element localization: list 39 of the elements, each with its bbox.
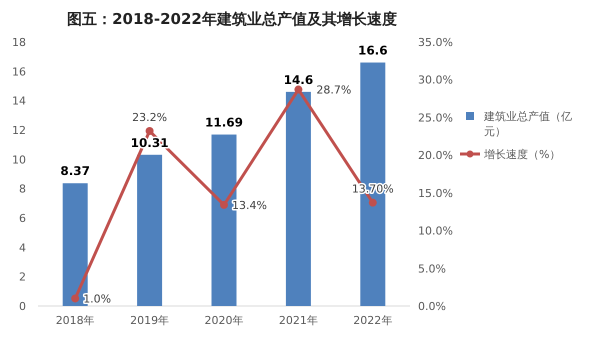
y2-tick-label: 30.0% xyxy=(418,74,453,87)
bar xyxy=(137,154,162,306)
y2-tick-label: 0.0% xyxy=(418,300,446,313)
data-label: 28.7% xyxy=(316,84,352,97)
y-tick-label: 0 xyxy=(19,300,26,313)
point xyxy=(71,294,80,302)
y2-tick-label: 10.0% xyxy=(418,224,453,238)
y-tick-label: 12 xyxy=(12,124,26,137)
x-tick-label: 2018年 xyxy=(56,314,95,327)
y2-tick-label: 20.0% xyxy=(418,149,453,162)
y2-tick-label: 35.0% xyxy=(418,36,453,49)
y-tick-label: 8 xyxy=(19,182,26,196)
y-tick-label: 2 xyxy=(19,270,26,284)
x-tick-label: 2022年 xyxy=(353,314,392,327)
y-tick-label: 10 xyxy=(12,153,26,166)
data-label: 8.37 xyxy=(60,164,90,178)
x-tick-label: 2020年 xyxy=(204,314,244,327)
x-tick-label: 2019年 xyxy=(130,314,170,327)
data-label: 16.6 xyxy=(358,44,388,58)
point xyxy=(146,127,154,136)
chart-title: 图五：2018-2022年建筑业总产值及其增长速度 xyxy=(67,10,397,28)
point xyxy=(220,200,228,209)
point xyxy=(368,198,377,207)
y-tick-label: 16 xyxy=(12,65,26,78)
y2-tick-label: 25.0% xyxy=(418,111,453,124)
point xyxy=(294,86,302,94)
x-tick-label: 2021年 xyxy=(278,314,318,327)
data-label: 11.69 xyxy=(205,116,243,130)
bar xyxy=(286,92,311,306)
y2-tick-label: 15.0% xyxy=(418,186,453,200)
y-tick-label: 4 xyxy=(19,241,26,254)
legend-label: 增长速度（%） xyxy=(483,148,560,161)
y-tick-label: 6 xyxy=(19,212,26,225)
data-label: 14.6 xyxy=(284,72,314,87)
legend-label: 建筑业总产值（亿元） xyxy=(483,110,572,138)
y-tick-label: 14 xyxy=(12,94,26,108)
y-tick-label: 18 xyxy=(12,36,26,49)
data-label: 23.2% xyxy=(132,111,168,124)
y2-tick-label: 5.0% xyxy=(418,262,446,276)
